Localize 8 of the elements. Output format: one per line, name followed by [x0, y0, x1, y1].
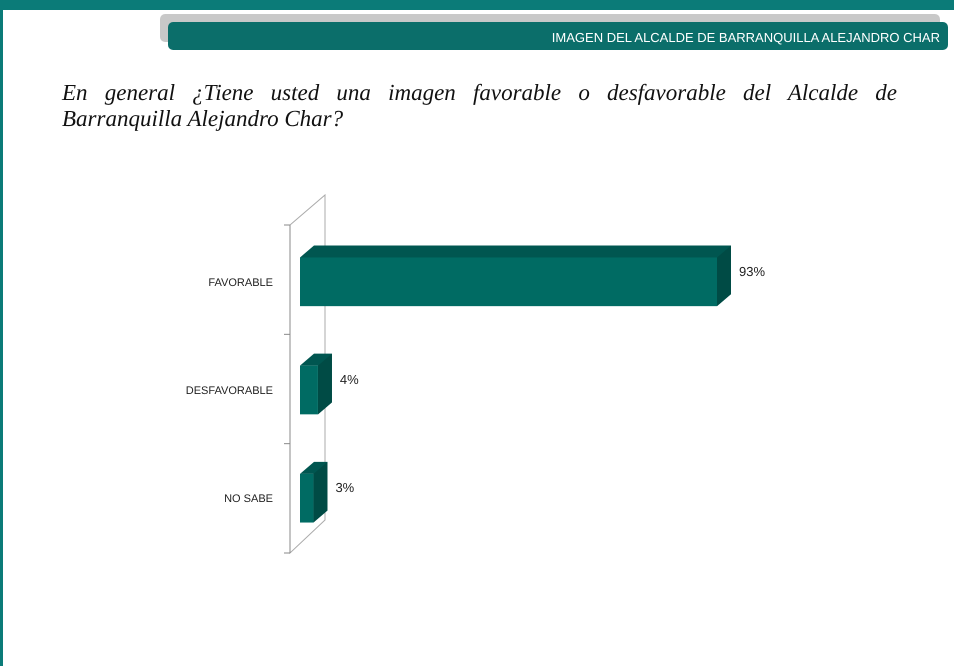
data-label: 3% — [335, 480, 355, 496]
data-label: 4% — [340, 372, 360, 387]
y-tick-label: FAVORABLE — [208, 276, 273, 289]
chart-subtitle: En general ¿Tiene usted una imagen favorable o desfavorable del Alcalde de Barranquilla Alejandro Char? — [62, 80, 897, 132]
data-label: 93% — [739, 264, 766, 279]
y-tick-label: DESFAVORABLE — [186, 385, 273, 397]
y-tick-label: NO SABE — [224, 493, 273, 506]
text: IMAGEN DEL ALCALDE DE BARRANQUILLA ALEJANDRO CHAR — [552, 30, 940, 45]
